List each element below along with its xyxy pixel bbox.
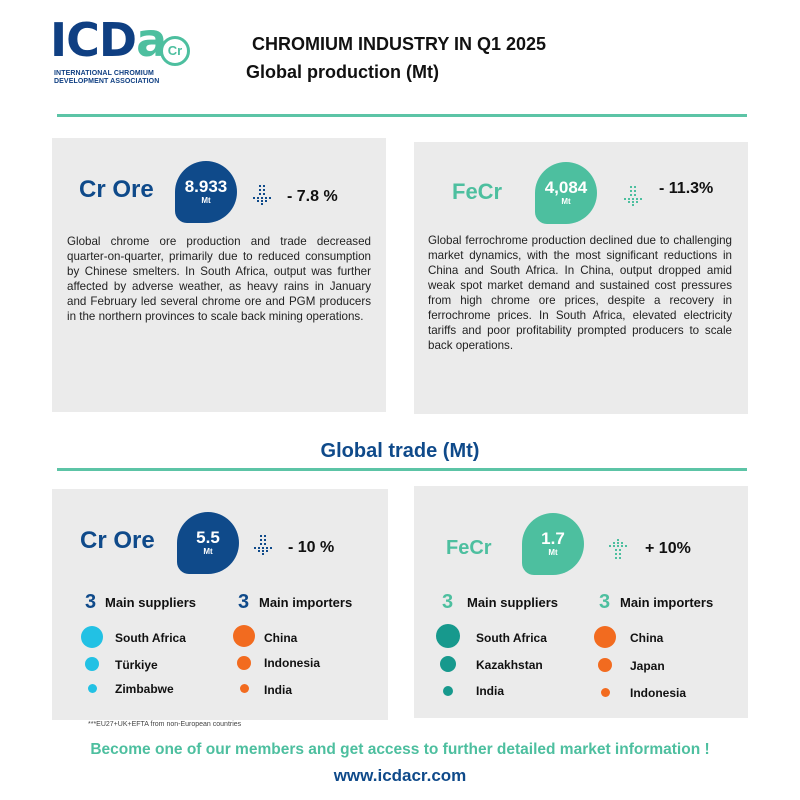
description-text: Global ferrochrome production declined d… bbox=[428, 234, 732, 352]
importer-marker bbox=[598, 658, 612, 672]
supplier-name: Kazakhstan bbox=[476, 658, 543, 672]
supplier-marker bbox=[443, 686, 453, 696]
supplier-name: India bbox=[476, 684, 505, 698]
importers-label: Main importers bbox=[259, 595, 353, 610]
supplier-marker bbox=[81, 626, 103, 648]
card-title: Cr Ore bbox=[80, 527, 155, 554]
description-text: Global chrome ore production and trade d… bbox=[67, 235, 371, 323]
importer-name: China bbox=[630, 631, 664, 645]
importers-count: 3 bbox=[599, 591, 611, 613]
up-arrow-icon bbox=[609, 539, 627, 559]
supplier-marker bbox=[88, 684, 97, 693]
down-arrow-icon bbox=[254, 535, 272, 555]
icda-logo: ICDa Cr INTERNATIONAL CHROMIUM DEVELOPME… bbox=[50, 14, 200, 92]
supplier-name: Zimbabwe bbox=[115, 682, 174, 696]
trade-heading: Global trade (Mt) bbox=[320, 440, 480, 462]
importer-name: India bbox=[264, 683, 293, 697]
suppliers-label: Main suppliers bbox=[467, 595, 559, 610]
page-subtitle: Global production (Mt) bbox=[246, 62, 439, 82]
footnote: ***EU27+UK+EFTA from non-European countr… bbox=[88, 721, 242, 728]
suppliers-count: 3 bbox=[85, 591, 97, 613]
card-title: FeCr bbox=[446, 537, 492, 559]
production-fecr-card: FeCr 4,084 Mt - 11.3% Global ferrochrome… bbox=[414, 142, 748, 414]
importer-name: Japan bbox=[630, 659, 665, 673]
suppliers-label: Main suppliers bbox=[105, 595, 197, 610]
suppliers-count: 3 bbox=[442, 591, 454, 613]
importers-label: Main importers bbox=[620, 595, 714, 610]
importers-count: 3 bbox=[238, 591, 250, 613]
supplier-marker bbox=[85, 657, 99, 671]
value-badge: 5.5 Mt bbox=[177, 512, 239, 574]
page-title: CHROMIUM INDUSTRY IN Q1 2025 bbox=[252, 34, 547, 54]
value-badge: 4,084 Mt bbox=[535, 162, 597, 224]
website-link[interactable]: www.icdacr.com bbox=[333, 766, 467, 785]
value-badge: 1.7 Mt bbox=[522, 513, 584, 575]
down-arrow-icon bbox=[253, 185, 271, 205]
membership-cta: Become one of our members and get access… bbox=[90, 741, 710, 758]
trade-cr-ore-card: Cr Ore 5.5 Mt - 10 % 3 Main suppliers 3 … bbox=[52, 489, 388, 720]
importer-marker bbox=[237, 656, 251, 670]
supplier-name: South Africa bbox=[476, 631, 547, 645]
importer-marker bbox=[601, 688, 610, 697]
importer-name: China bbox=[264, 631, 298, 645]
change-value: - 11.3% bbox=[659, 180, 714, 197]
supplier-name: South Africa bbox=[115, 631, 186, 645]
supplier-marker bbox=[436, 624, 460, 648]
card-title: Cr Ore bbox=[79, 176, 154, 203]
logo-wordmark: ICDa bbox=[50, 13, 167, 67]
supplier-name: Türkiye bbox=[115, 658, 158, 672]
supplier-marker bbox=[440, 656, 456, 672]
change-value: + 10% bbox=[645, 540, 691, 557]
down-arrow-icon bbox=[624, 186, 642, 206]
importer-marker bbox=[240, 684, 249, 693]
trade-fecr-card: FeCr 1.7 Mt + 10% 3 Main suppliers 3 Mai… bbox=[414, 486, 748, 718]
trade-divider bbox=[57, 468, 747, 471]
importer-marker bbox=[233, 625, 255, 647]
card-title: FeCr bbox=[452, 179, 503, 204]
production-cr-ore-card: Cr Ore 8.933 Mt - 7.8 % Global chrome or… bbox=[52, 138, 386, 412]
logo-subtitle: INTERNATIONAL CHROMIUM DEVELOPMENT ASSOC… bbox=[54, 70, 160, 85]
importer-marker bbox=[594, 626, 616, 648]
logo-cr-badge: Cr bbox=[160, 36, 190, 66]
importer-name: Indonesia bbox=[264, 656, 321, 670]
value-badge: 8.933 Mt bbox=[175, 161, 237, 223]
header-divider bbox=[57, 114, 747, 117]
change-value: - 10 % bbox=[288, 539, 335, 556]
change-value: - 7.8 % bbox=[287, 188, 338, 205]
importer-name: Indonesia bbox=[630, 686, 687, 700]
